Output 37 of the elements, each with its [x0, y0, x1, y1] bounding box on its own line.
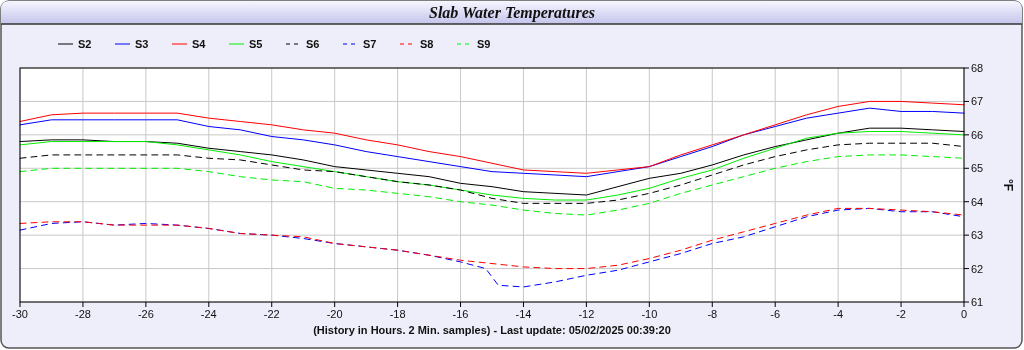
legend-label: S3	[135, 38, 149, 50]
text: (History in Hours. 2 Min. samples) - Last update: 05/02/2025 00:39:20	[313, 324, 671, 336]
x-tick-label: -16	[452, 308, 469, 320]
x-tick-label: -30	[12, 308, 28, 320]
legend-label: S5	[249, 38, 263, 50]
y-tick-label: 66	[971, 128, 984, 141]
y-tick-label: 68	[971, 62, 984, 74]
y-tick-label: 65	[971, 162, 984, 175]
x-tick-label: -18	[389, 308, 406, 320]
y-tick-label: 64	[971, 195, 984, 208]
y-tick-label: 63	[971, 229, 984, 242]
x-tick-label: -14	[515, 308, 532, 320]
x-tick-label: -28	[74, 308, 91, 320]
legend-label: S9	[477, 38, 491, 50]
y-axis-title: °F	[1001, 178, 1015, 192]
x-tick-label: -4	[833, 308, 844, 320]
legend-label: S8	[420, 38, 434, 50]
x-tick-label: -20	[326, 308, 343, 320]
x-tick-label: -12	[578, 308, 595, 320]
x-tick-label: -6	[770, 308, 781, 320]
x-tick-label: -26	[137, 308, 154, 320]
y-tick-label: 62	[971, 262, 984, 275]
line-series	[19, 207, 965, 270]
x-tick-label: -22	[263, 308, 280, 320]
chart-title: Slab Water Temperatures	[429, 4, 595, 22]
line-series	[19, 154, 965, 216]
y-tick-label: 67	[971, 95, 984, 108]
x-tick-label: -2	[896, 308, 906, 320]
x-tick-label: 0	[960, 308, 968, 320]
x-tick-label: -10	[641, 308, 658, 320]
legend-label: S7	[363, 38, 377, 50]
x-tick-label: -24	[200, 308, 217, 320]
x-tick-label: -8	[707, 308, 718, 320]
legend-label: S2	[78, 38, 92, 50]
y-tick-label: 61	[971, 296, 984, 308]
legend-label: S4	[192, 38, 207, 50]
legend-label: S6	[306, 38, 320, 50]
